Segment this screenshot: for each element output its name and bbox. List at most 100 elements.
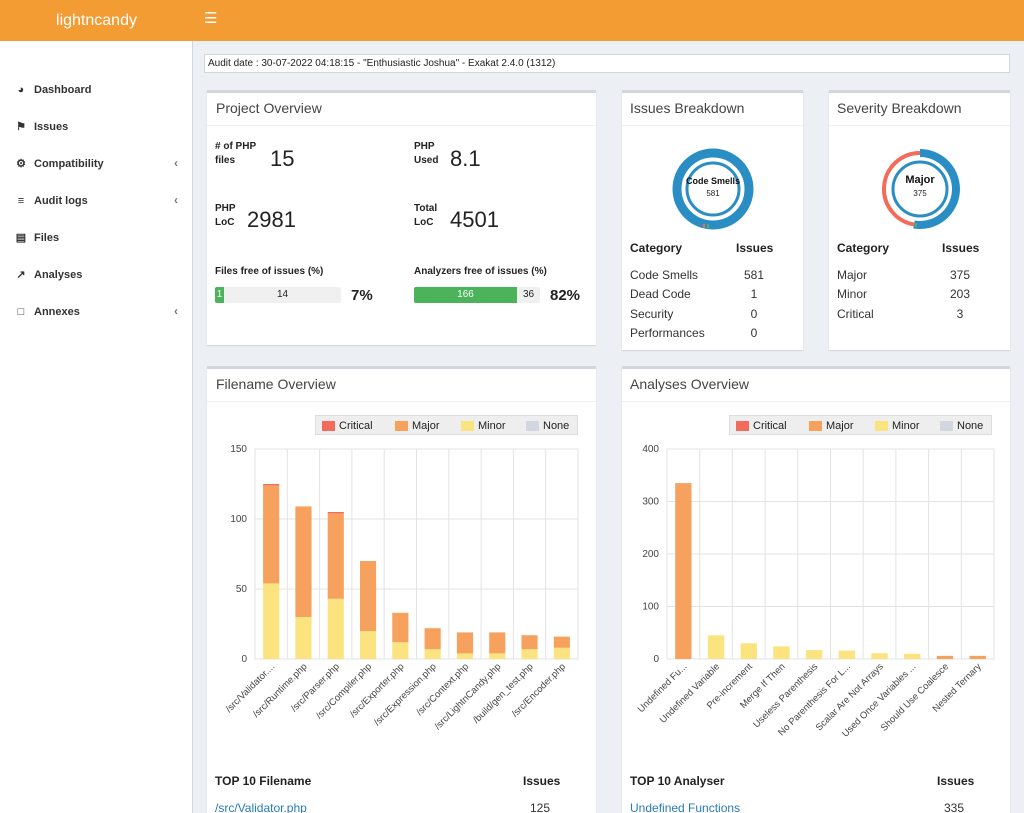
y-tick-label: 50 [236, 584, 248, 595]
sidebar-item-label: Annexes [34, 306, 80, 318]
bar-major[interactable] [263, 485, 280, 584]
legend-swatch-critical [322, 421, 335, 431]
col-issues: Issues [942, 241, 980, 255]
donut-segment-major[interactable] [913, 149, 960, 229]
bar-minor[interactable] [424, 649, 441, 659]
bar-major[interactable] [456, 632, 474, 654]
bar-minor[interactable] [805, 650, 823, 659]
php-files-value: 15 [270, 146, 295, 171]
legend-critical[interactable]: Critical [339, 420, 373, 432]
bar-major[interactable] [936, 655, 954, 659]
bar-minor[interactable] [456, 653, 474, 659]
bar-critical[interactable] [327, 512, 344, 514]
gear-icon: ⚙ [16, 158, 26, 170]
legend-none[interactable]: None [957, 420, 984, 432]
bar-minor[interactable] [489, 653, 506, 659]
bar-major[interactable] [392, 612, 409, 643]
bar-major[interactable] [969, 655, 986, 659]
sidebar-item-label: Issues [34, 121, 69, 133]
category-cell: Security [630, 307, 674, 321]
bar-minor[interactable] [327, 598, 344, 659]
donut-segment-security[interactable] [707, 224, 709, 228]
analyzers-free-good: 166 [414, 287, 517, 303]
analyser-link[interactable]: Undefined Functions [630, 801, 741, 813]
category-cell: Performances [630, 326, 705, 340]
divider [622, 125, 803, 126]
bar-major[interactable] [521, 635, 538, 650]
sidebar: ◕ Dashboard ⚑ Issues ⚙ Compatibility ‹ ≡… [0, 41, 193, 813]
bar-major[interactable] [424, 628, 441, 650]
bar-minor[interactable] [871, 653, 888, 659]
bar-minor[interactable] [740, 643, 757, 659]
y-tick-label: 300 [642, 497, 659, 508]
legend-swatch-major [395, 421, 408, 431]
bar-critical[interactable] [263, 484, 280, 486]
filename-bar-chart: 050100150/src/Validator..../src/Runtime.… [224, 444, 579, 732]
chevron-left-icon: ‹ [174, 304, 178, 318]
chevron-left-icon: ‹ [174, 156, 178, 170]
bar-major[interactable] [489, 632, 506, 654]
brand-logo[interactable]: lightncandy [56, 12, 137, 29]
bar-minor[interactable] [904, 653, 921, 659]
issues-donut-chart [672, 148, 754, 230]
sidebar-item-issues[interactable]: ⚑ Issues [0, 109, 193, 145]
legend-minor[interactable]: Minor [478, 420, 506, 432]
filename-overview-box: Filename Overview Critical Major Minor N… [207, 366, 596, 813]
issues-cell: 203 [949, 287, 971, 301]
top-filename-header: TOP 10 Filename [215, 774, 312, 788]
top-analyser-issues-header: Issues [937, 774, 975, 788]
file-code-icon: ▤ [15, 232, 27, 244]
donut-inner-ring [891, 160, 949, 218]
divider [207, 401, 596, 402]
sidebar-item-label: Analyses [34, 269, 83, 281]
bar-minor[interactable] [553, 647, 570, 659]
bar-minor[interactable] [392, 642, 409, 659]
top-analyser-header: TOP 10 Analyser [630, 774, 725, 788]
legend-none[interactable]: None [543, 420, 570, 432]
col-category: Category [630, 241, 683, 255]
donut-segment-dead-code[interactable] [703, 224, 705, 228]
bar-major[interactable] [327, 513, 344, 599]
bar-minor[interactable] [263, 583, 280, 659]
col-category: Category [837, 241, 890, 255]
bar-minor[interactable] [707, 635, 725, 659]
chart-legend: Critical Major Minor None [315, 415, 578, 435]
legend-swatch-critical [736, 421, 749, 431]
bar-minor[interactable] [359, 631, 377, 659]
sidebar-item-dashboard[interactable]: ◕ Dashboard [0, 72, 193, 108]
filename-issues-cell: 125 [529, 801, 551, 813]
sidebar-item-annexes[interactable]: □ Annexes ‹ [0, 294, 193, 330]
issues-cell: 0 [750, 326, 758, 340]
top-filename-issues-header: Issues [523, 774, 561, 788]
top-bar: lightncandy ☰ [0, 0, 1024, 41]
bar-minor[interactable] [838, 650, 856, 659]
bar-major[interactable] [295, 506, 312, 617]
sidebar-item-audit-logs[interactable]: ≡ Audit logs ‹ [0, 183, 193, 219]
bar-minor[interactable] [295, 617, 312, 659]
category-cell: Minor [837, 287, 868, 301]
bar-major[interactable] [359, 561, 377, 631]
donut-segment-code-smells[interactable] [672, 148, 754, 230]
sidebar-item-files[interactable]: ▤ Files [0, 220, 193, 256]
severity-breakdown-box: Severity Breakdown Major 375 Category Is… [829, 90, 1010, 350]
sidebar-item-compatibility[interactable]: ⚙ Compatibility ‹ [0, 146, 193, 182]
php-files-label: # of PHP files [215, 141, 256, 166]
bar-minor[interactable] [773, 646, 790, 659]
sidebar-item-analyses[interactable]: ↗ Analyses [0, 257, 193, 293]
legend-major[interactable]: Major [412, 420, 440, 432]
legend-swatch-minor [875, 421, 888, 431]
filename-link[interactable]: /src/Validator.php [215, 801, 307, 813]
hamburger-icon[interactable]: ☰ [204, 10, 218, 27]
line-chart-icon: ↗ [16, 269, 26, 281]
bar-major[interactable] [553, 636, 570, 648]
files-free-progress: 1 14 [215, 287, 341, 303]
donut-segment-critical[interactable] [915, 223, 917, 227]
legend-major[interactable]: Major [826, 420, 854, 432]
files-free-bad: 14 [276, 289, 289, 300]
legend-critical[interactable]: Critical [753, 420, 787, 432]
divider [207, 125, 596, 126]
bar-minor[interactable] [521, 649, 538, 659]
legend-minor[interactable]: Minor [892, 420, 920, 432]
bar-major[interactable] [675, 483, 692, 659]
donut-segment-minor[interactable] [882, 151, 921, 227]
